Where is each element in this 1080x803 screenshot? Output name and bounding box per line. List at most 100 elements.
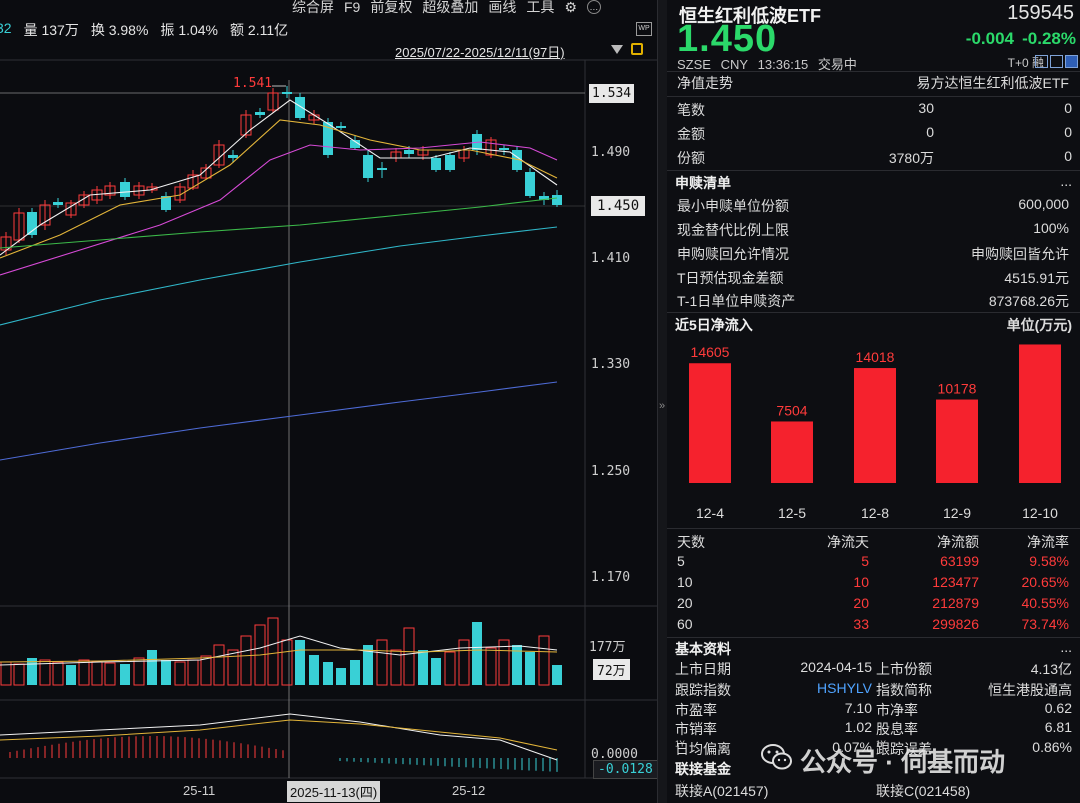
volume-bar xyxy=(444,651,456,686)
candle-body xyxy=(363,155,373,178)
volume-ma-line xyxy=(0,649,558,663)
flow-table-row: 60 33 299826 73.74% xyxy=(677,616,1069,632)
edit-icon[interactable] xyxy=(1035,55,1048,68)
row-value: 0 xyxy=(926,124,934,140)
volume-bar xyxy=(147,650,157,685)
row-label: 金额 xyxy=(677,126,705,142)
redemption-more-button[interactable]: ... xyxy=(1060,173,1072,189)
basics-title: 基本资料 xyxy=(675,641,731,657)
row-label: 份额 xyxy=(677,150,705,166)
volume-bar xyxy=(295,640,305,685)
flow-bar xyxy=(936,399,978,483)
volume-bar xyxy=(281,639,293,686)
dropdown-icon[interactable] xyxy=(611,45,623,54)
nav-row[interactable]: 净值走势 易方达恒生红利低波ETF xyxy=(677,73,1069,95)
volume-bar xyxy=(133,657,145,686)
lock-icon[interactable] xyxy=(631,43,643,55)
candle-body xyxy=(552,195,562,205)
volume-bar xyxy=(376,639,388,686)
time-label: 13:36:15 xyxy=(757,57,809,72)
menu-overview[interactable]: 综合屏 xyxy=(292,0,334,15)
redemption-row: T日预估现金差额 4515.91元 xyxy=(677,270,1069,286)
menu-adjust[interactable]: 前复权 xyxy=(370,0,413,15)
currency-label: CNY xyxy=(720,57,749,72)
toolbar-icons xyxy=(1035,55,1078,68)
flow-bar xyxy=(1019,344,1061,483)
t0-badge: T+0 融 xyxy=(1007,56,1044,70)
candle-body xyxy=(146,186,158,191)
crosshair-date-tag: 2025-11-13(四) xyxy=(287,781,381,802)
volume-bar xyxy=(403,627,415,686)
candle-body xyxy=(255,112,265,115)
gear-icon[interactable]: ⚙ xyxy=(564,0,577,15)
linked-fund-title: 联接基金 xyxy=(675,761,731,777)
volume-bar xyxy=(458,639,470,686)
volume-bar xyxy=(390,649,402,686)
volume-bar xyxy=(161,660,171,685)
flow-bar-value: 14605 xyxy=(691,344,730,360)
volume-ma-line xyxy=(0,635,558,666)
moving-average-line xyxy=(0,141,558,276)
moving-average-line xyxy=(0,197,558,249)
volume-bar xyxy=(350,660,360,685)
wp-icon[interactable]: WP xyxy=(636,22,652,36)
etf-change-pct: -0.28% xyxy=(1022,29,1076,48)
index-code-link[interactable]: HSHYLV xyxy=(817,680,872,696)
add-icon[interactable] xyxy=(1065,55,1078,68)
volume-bar xyxy=(498,639,510,686)
volume-axis-label: 177万 xyxy=(589,640,626,655)
flow-bar xyxy=(771,421,813,483)
etf-price: 1.450 xyxy=(677,18,778,60)
candle-body xyxy=(120,182,130,197)
kline-chart-pane[interactable]: 32 量 137万 换 3.98% 振 1.04% 额 2.11亿 综合屏 F9… xyxy=(0,0,658,803)
candle-body xyxy=(174,186,186,201)
basics-more-button[interactable]: ... xyxy=(1060,639,1072,655)
more-icon[interactable]: … xyxy=(586,0,601,14)
candle-body xyxy=(213,144,225,166)
candle-body xyxy=(336,126,346,128)
panel-divider[interactable]: » xyxy=(657,0,667,803)
basics-row: 上市日期 2024-04-15 上市份额 4.13亿 xyxy=(675,659,1072,677)
candle-body xyxy=(377,168,387,170)
volume-bar xyxy=(418,650,428,685)
volume-bar xyxy=(13,663,25,686)
current-price-tag: 1.450 xyxy=(591,196,646,216)
amplitude-stat: 振 1.04% xyxy=(160,22,219,38)
volume-bar xyxy=(213,644,225,686)
trade-row: 金额 0 0 xyxy=(677,124,1072,146)
moving-average-line xyxy=(0,99,558,256)
candle-body xyxy=(53,202,63,205)
candle-body xyxy=(161,196,171,210)
volume-bar xyxy=(323,662,333,685)
candle-body xyxy=(78,194,90,206)
macd-dea-line xyxy=(0,719,558,751)
menu-f9[interactable]: F9 xyxy=(344,0,361,15)
date-axis-label: 25-12 xyxy=(452,783,486,798)
candle-body xyxy=(539,196,549,200)
window-icon[interactable] xyxy=(1050,55,1063,68)
price-axis-label: 1.170 xyxy=(591,570,631,585)
candle-body xyxy=(228,155,238,158)
flow-bar xyxy=(854,368,896,483)
volume-bar xyxy=(66,665,76,685)
basics-row: 日均偏离 1Y 0.07% 跟踪误差 1Y 0.86% xyxy=(675,739,1072,757)
linked-fund-a[interactable]: 联接A(021457) xyxy=(675,783,769,799)
candle-body xyxy=(267,92,279,111)
row-value: 0 xyxy=(1064,124,1072,140)
menu-tools[interactable]: 工具 xyxy=(526,0,555,15)
menu-overlay[interactable]: 超级叠加 xyxy=(422,0,479,15)
watermark-text: 公众号 · 伺基而动 xyxy=(800,747,1006,777)
net-flow-unit: 单位(万元) xyxy=(1006,317,1072,333)
volume-bar xyxy=(227,649,239,686)
menu-draw[interactable]: 画线 xyxy=(488,0,517,15)
linked-fund-c[interactable]: 联接C(021458) xyxy=(876,783,971,799)
quote-stats-bar: 32 量 137万 换 3.98% 振 1.04% 额 2.11亿 xyxy=(0,0,290,40)
date-range-selector[interactable]: 2025/07/22-2025/12/11(97日) xyxy=(395,45,565,60)
redemption-row: 申购赎回允许情况 申购赎回皆允许 xyxy=(677,246,1069,262)
trade-row: 笔数 30 0 xyxy=(677,100,1072,122)
volume-bar xyxy=(512,645,522,685)
volume-bar xyxy=(27,658,37,685)
basics-row: 市盈率 7.10 市净率 0.62 xyxy=(675,700,1072,718)
wechat-icon xyxy=(761,744,792,770)
collapse-icon[interactable]: » xyxy=(659,400,666,412)
